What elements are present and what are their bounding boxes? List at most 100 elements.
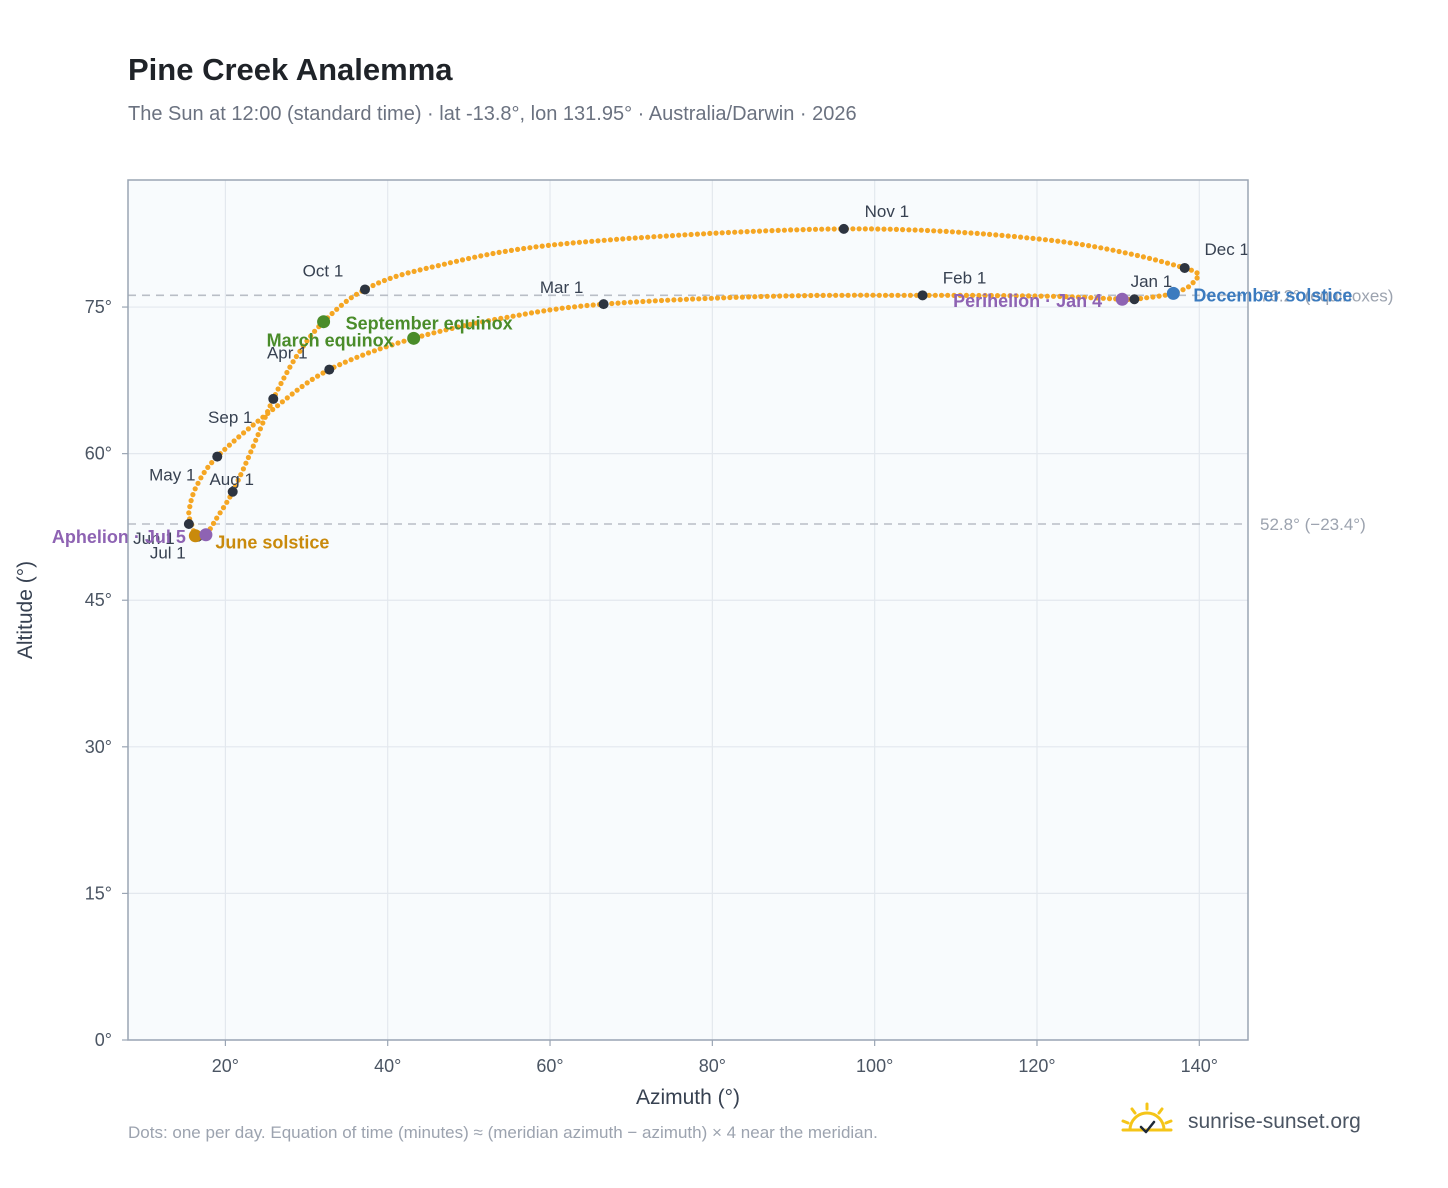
sun-logo-icon [1121, 1102, 1173, 1134]
analemma-day-dot [389, 342, 395, 348]
analemma-day-dot [260, 420, 266, 426]
analemma-day-dot [205, 464, 211, 470]
analemma-path [186, 226, 1200, 540]
event-label: March equinox [267, 330, 394, 350]
analemma-day-dot [1042, 237, 1048, 243]
analemma-day-dot [453, 258, 460, 264]
analemma-day-dot [1005, 233, 1011, 239]
analemma-day-dot [1061, 239, 1067, 245]
analemma-day-dot [334, 306, 340, 312]
analemma-day-dot [290, 359, 296, 365]
analemma-day-dot [677, 297, 683, 303]
analemma-day-dot [267, 403, 273, 409]
analemma-day-dot [284, 395, 290, 401]
analemma-day-dot [839, 292, 845, 298]
analemma-day-dot [222, 446, 228, 452]
analemma-day-dot [1032, 293, 1038, 299]
analemma-day-dot [590, 302, 596, 308]
analemma-day-dot [1152, 257, 1159, 263]
analemma-day-dot [651, 234, 657, 240]
analemma-day-dot [309, 376, 315, 382]
analemma-day-dot [240, 466, 246, 472]
analemma-day-dot [657, 233, 663, 239]
analemma-day-dot [214, 515, 220, 521]
plot-background [128, 180, 1248, 1040]
y-tick-label: 45° [85, 590, 112, 610]
analemma-day-dot [405, 270, 411, 276]
analemma-day-dot [851, 292, 858, 298]
apsis-marker [1115, 292, 1129, 306]
analemma-day-dot [241, 430, 247, 436]
analemma-day-dot [186, 510, 192, 516]
month-marker [227, 486, 238, 497]
analemma-day-dot [539, 243, 545, 249]
analemma-day-dot [419, 333, 425, 339]
analemma-day-dot [850, 226, 856, 232]
analemma-day-dot [665, 297, 671, 303]
analemma-day-dot [1180, 287, 1186, 293]
analemma-day-dot [783, 293, 789, 299]
analemma-day-dot [1164, 260, 1171, 266]
analemma-day-dot [795, 293, 802, 299]
month-marker-label: Feb 1 [943, 268, 986, 287]
analemma-day-dot [547, 307, 553, 313]
analemma-day-dot [714, 295, 721, 301]
analemma-day-dot [1110, 247, 1116, 253]
analemma-day-dot [231, 438, 237, 444]
analemma-day-dot [441, 261, 447, 267]
analemma-day-dot [845, 292, 851, 298]
analemma-day-dot [1188, 267, 1194, 273]
analemma-day-dot [957, 292, 963, 298]
analemma-day-dot [320, 370, 326, 376]
analemma-day-dot [882, 292, 889, 298]
analemma-day-dot [858, 292, 864, 298]
month-marker-label: Oct 1 [303, 261, 344, 280]
analemma-day-dot [924, 227, 931, 234]
analemma-day-dot [255, 418, 261, 424]
y-tick-label: 0° [95, 1030, 112, 1050]
analemma-day-dot [472, 254, 478, 260]
analemma-day-dot [559, 305, 565, 311]
analemma-day-dot [342, 359, 348, 365]
month-marker-label: Jan 1 [1131, 272, 1173, 291]
month-marker-label: May 1 [149, 466, 195, 485]
analemma-day-dot [868, 226, 875, 232]
analemma-day-dot [1007, 293, 1013, 299]
analemma-day-dot [788, 227, 794, 233]
december-solstice-marker [1166, 286, 1180, 300]
analemma-day-dot [601, 237, 607, 243]
analemma-day-dot [825, 226, 831, 232]
analemma-day-dot [312, 328, 318, 334]
analemma-day-dot [490, 250, 496, 257]
analemma-day-dot [645, 234, 651, 240]
analemma-day-dot [521, 245, 527, 252]
analemma-day-dot [1082, 294, 1088, 300]
analemma-day-dot [746, 294, 752, 300]
analemma-day-dot [727, 294, 733, 301]
analemma-day-dot [1044, 293, 1050, 299]
analemma-day-dot [467, 321, 473, 327]
analemma-day-dot [615, 300, 621, 306]
analemma-day-dot [353, 291, 360, 297]
month-marker [598, 299, 609, 310]
analemma-day-dot [584, 302, 590, 309]
analemma-day-dot [217, 510, 223, 516]
analemma-day-dot [315, 373, 321, 379]
analemma-day-dot [289, 391, 295, 397]
analemma-day-dot [881, 226, 887, 232]
analemma-day-dot [516, 312, 522, 318]
analemma-day-dot [287, 364, 293, 370]
analemma-day-dot [459, 257, 466, 263]
month-marker [359, 284, 370, 295]
analemma-day-dot [1057, 293, 1063, 299]
brand[interactable]: sunrise-sunset.org [1120, 1100, 1361, 1144]
analemma-day-dot [1026, 293, 1032, 299]
analemma-day-dot [437, 328, 443, 334]
analemma-day-dot [744, 229, 750, 235]
y-axis-label: Altitude (°) [14, 561, 37, 659]
analemma-day-dot [348, 357, 354, 363]
analemma-day-dot [1011, 233, 1018, 240]
x-tick-label: 140° [1181, 1056, 1218, 1076]
analemma-day-dot [982, 292, 988, 299]
analemma-day-dot [713, 230, 719, 236]
